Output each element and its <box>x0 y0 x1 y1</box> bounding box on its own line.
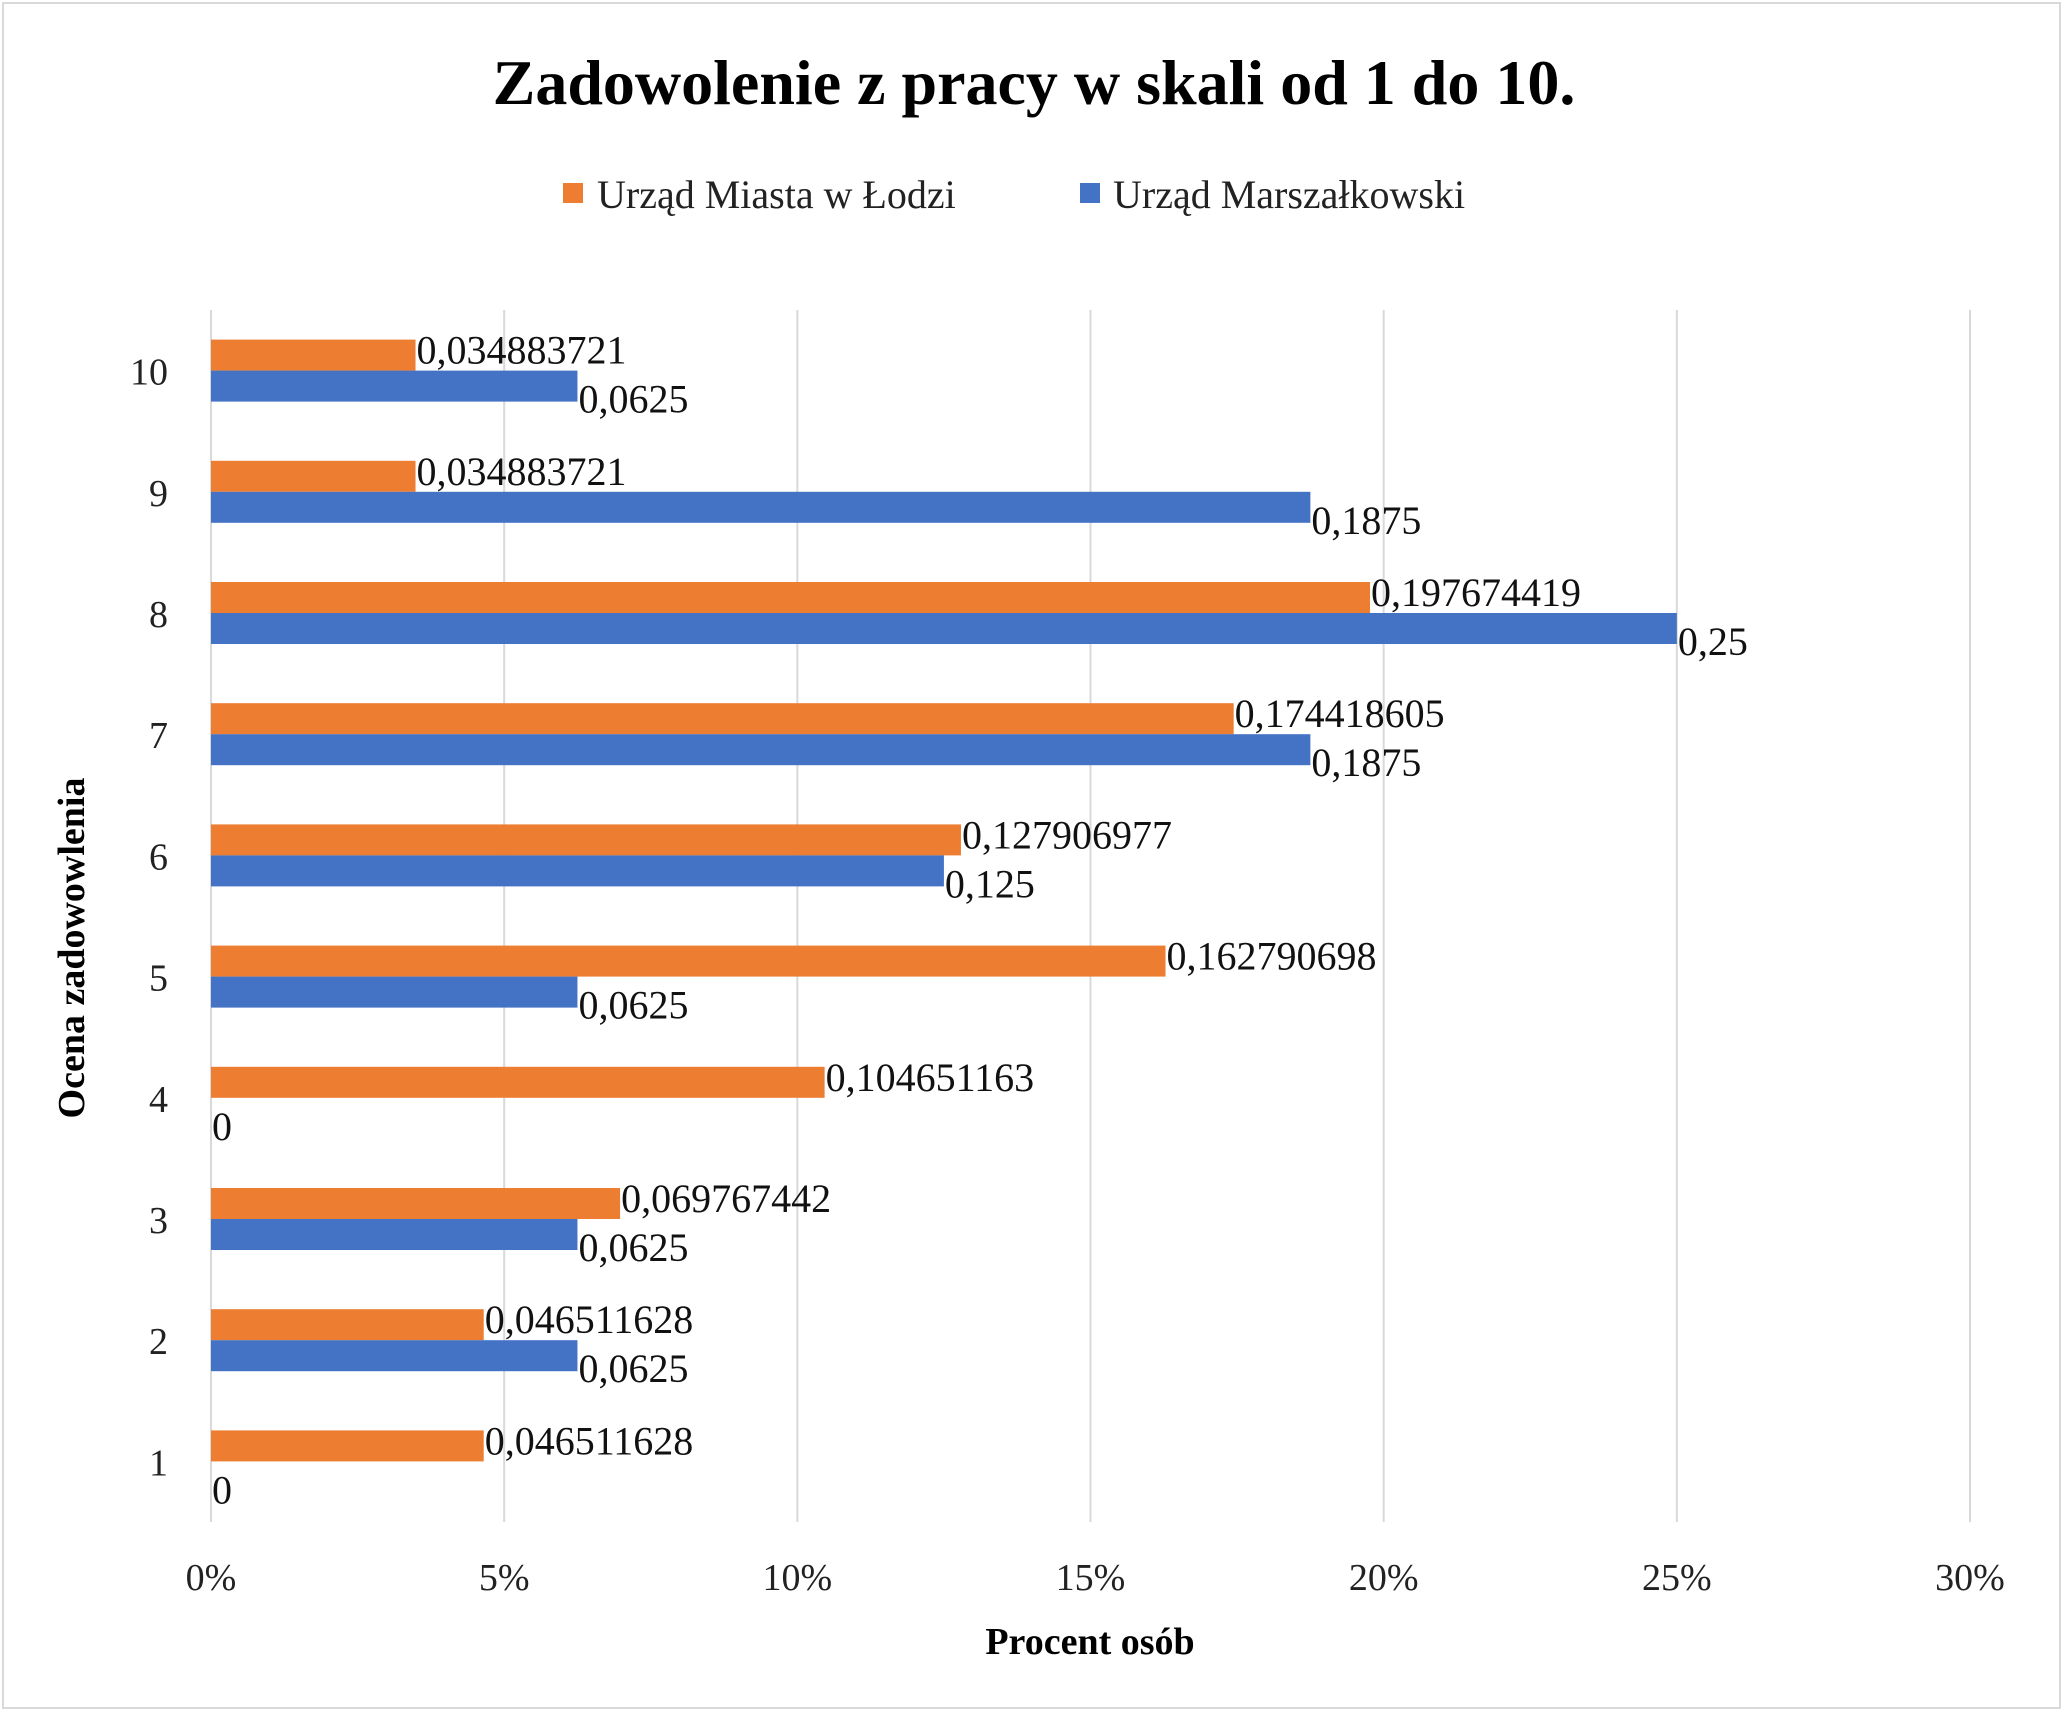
legend-label: Urząd Marszałkowski <box>1113 172 1465 217</box>
x-tick-label: 10% <box>763 1557 833 1599</box>
data-label: 0,046511628 <box>485 1418 694 1463</box>
data-label: 0,0625 <box>578 1346 688 1391</box>
bar-urzad-miasta <box>211 945 1166 977</box>
data-labels: 0,04651162800,0465116280,06250,069767442… <box>212 328 1748 1513</box>
bar-urzad-miasta <box>211 1066 825 1098</box>
x-tick-label: 25% <box>1642 1557 1712 1599</box>
bar-urzad-marszalkowski <box>211 976 578 1008</box>
data-label: 0,1875 <box>1311 498 1421 543</box>
bar-urzad-marszalkowski <box>211 491 1311 523</box>
y-tick-label: 1 <box>149 1442 168 1484</box>
data-label: 0,034883721 <box>417 328 627 373</box>
data-label: 0 <box>212 1467 232 1512</box>
bar-urzad-miasta <box>211 339 416 371</box>
bar-urzad-marszalkowski <box>211 613 1677 644</box>
data-label: 0,046511628 <box>485 1297 694 1342</box>
data-label: 0,1875 <box>1311 740 1421 785</box>
data-label: 0,125 <box>945 861 1035 906</box>
bar-urzad-miasta <box>211 460 416 492</box>
bar-urzad-miasta <box>211 1309 484 1341</box>
bar-urzad-miasta <box>211 1430 484 1462</box>
x-tick-label: 30% <box>1935 1557 2005 1599</box>
data-label: 0,127906977 <box>962 812 1172 857</box>
y-tick-label: 3 <box>149 1200 168 1242</box>
y-tick-label: 5 <box>149 958 168 1000</box>
bar-urzad-miasta <box>211 582 1371 613</box>
bar-urzad-marszalkowski <box>211 734 1311 766</box>
bar-urzad-marszalkowski <box>211 1340 578 1372</box>
data-label: 0,0625 <box>578 983 688 1028</box>
x-axis-ticks: 0% 5% 10% 15% 20% 25% 30% <box>186 1557 2005 1599</box>
bars <box>211 339 1677 1462</box>
data-label: 0,0625 <box>578 1225 688 1270</box>
legend-label: Urząd Miasta w Łodzi <box>597 172 956 217</box>
x-tick-label: 15% <box>1056 1557 1126 1599</box>
legend: Urząd Miasta w Łodzi Urząd Marszałkowski <box>563 172 1465 217</box>
y-tick-label: 6 <box>149 836 168 878</box>
data-label: 0,0625 <box>578 377 688 422</box>
x-axis-title: Procent osób <box>985 1621 1194 1663</box>
x-tick-label: 0% <box>186 1557 237 1599</box>
x-tick-label: 5% <box>479 1557 530 1599</box>
y-tick-label: 7 <box>149 715 168 757</box>
y-tick-label: 8 <box>149 594 168 636</box>
data-label: 0,104651163 <box>826 1055 1035 1100</box>
y-axis-ticks: 1 2 3 4 5 6 7 8 9 10 <box>130 352 168 1485</box>
data-label: 0,034883721 <box>417 449 627 494</box>
chart-title: Zadowolenie z pracy w skali od 1 do 10. <box>493 47 1576 118</box>
bar-urzad-marszalkowski <box>211 855 944 887</box>
bar-urzad-miasta <box>211 824 961 856</box>
bar-urzad-miasta <box>211 1188 621 1219</box>
data-label: 0,197674419 <box>1371 570 1581 615</box>
bar-urzad-miasta <box>211 703 1234 735</box>
y-tick-label: 2 <box>149 1321 168 1363</box>
y-tick-label: 9 <box>149 473 168 515</box>
legend-swatch <box>563 183 583 203</box>
y-axis-title: Ocena zadowowlenia <box>51 778 93 1119</box>
data-label: 0,174418605 <box>1235 691 1445 736</box>
data-label: 0,25 <box>1678 619 1748 664</box>
y-tick-label: 4 <box>149 1079 168 1121</box>
bar-urzad-marszalkowski <box>211 370 578 402</box>
data-label: 0 <box>212 1104 232 1149</box>
legend-swatch <box>1080 183 1100 203</box>
bar-urzad-marszalkowski <box>211 1219 578 1250</box>
y-tick-label: 10 <box>130 352 168 394</box>
data-label: 0,162790698 <box>1166 934 1376 979</box>
x-tick-label: 20% <box>1349 1557 1419 1599</box>
data-label: 0,069767442 <box>621 1176 831 1221</box>
